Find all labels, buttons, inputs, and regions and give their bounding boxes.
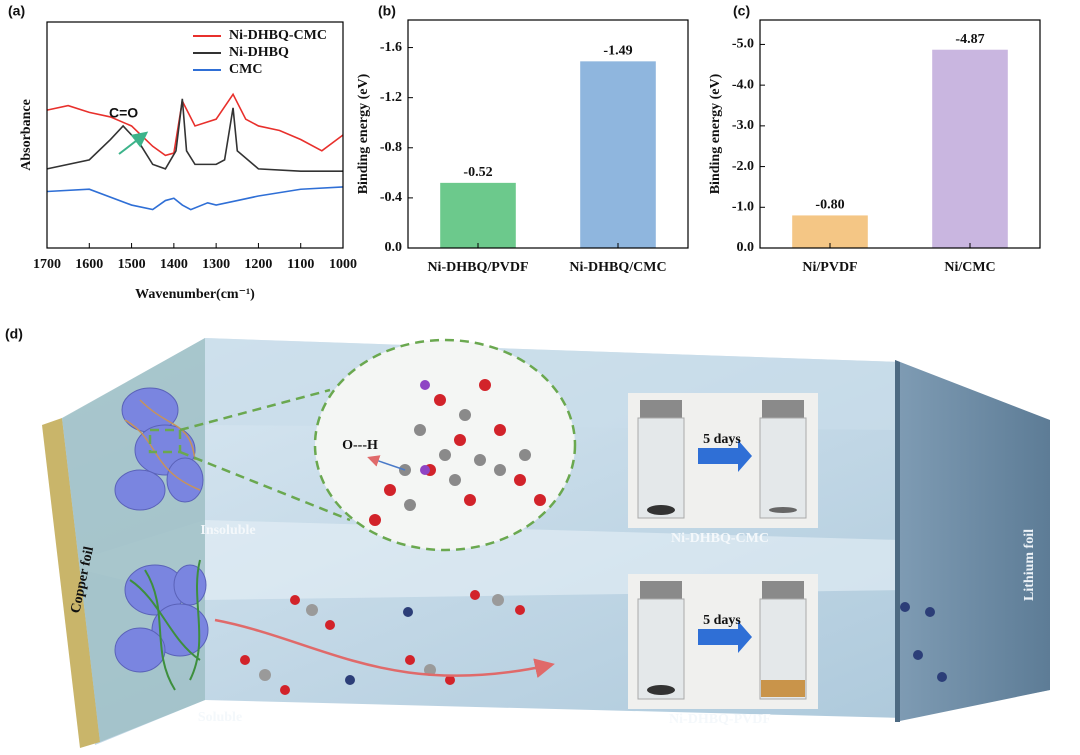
dissolution-arrow xyxy=(214,618,555,678)
lithium-edge xyxy=(895,360,900,722)
arrow-label: 5 days xyxy=(703,613,741,628)
x-tick-label: 1400 xyxy=(160,257,188,272)
y-tick-label: 0.0 xyxy=(737,240,755,255)
y-tick-label: -0.4 xyxy=(380,190,402,205)
y-tick-label: -0.8 xyxy=(380,140,402,155)
insoluble-label: Insoluble xyxy=(200,523,255,538)
x-tick-label: Ni/PVDF xyxy=(802,260,857,275)
value-label: -0.80 xyxy=(815,198,844,213)
panel-label: (c) xyxy=(733,3,750,19)
panel-label: (a) xyxy=(8,3,25,19)
bar xyxy=(580,61,656,248)
zoom-lines xyxy=(148,388,351,522)
spectrum-line xyxy=(46,186,344,211)
spectrum-line xyxy=(46,98,343,172)
x-tick-label: 1200 xyxy=(244,257,272,272)
sample-label: Ni-DHBQ-PVDF xyxy=(669,712,771,727)
x-tick-label: 1000 xyxy=(329,257,357,272)
panel-label: (b) xyxy=(378,3,396,19)
x-tick-label: Ni-DHBQ/CMC xyxy=(569,260,666,275)
y-tick-label: -1.6 xyxy=(380,40,402,55)
x-tick-label: 1600 xyxy=(75,257,103,272)
plot-frame xyxy=(46,21,344,249)
y-tick-label: -4.0 xyxy=(732,77,754,92)
plot-frame xyxy=(759,19,1041,249)
cmc-strands xyxy=(124,399,201,491)
x-tick-label: 1500 xyxy=(118,257,146,272)
arrow-label: 5 days xyxy=(703,432,741,447)
y-tick-label: -1.2 xyxy=(380,90,402,105)
y-axis-title: Binding energy (eV) xyxy=(356,73,371,194)
legend-label: Ni-DHBQ xyxy=(229,45,289,60)
bar xyxy=(932,49,1008,248)
y-tick-label: -3.0 xyxy=(732,118,754,133)
y-tick-label: -1.0 xyxy=(732,200,754,215)
x-tick-label: 1300 xyxy=(202,257,230,272)
binder-strands xyxy=(129,559,201,691)
plot-frame xyxy=(407,19,689,249)
x-tick-label: Ni-DHBQ/PVDF xyxy=(427,260,528,275)
x-tick-label: Ni/CMC xyxy=(944,260,995,275)
x-tick-label: 1700 xyxy=(33,257,61,272)
y-tick-label: -2.0 xyxy=(732,159,754,174)
dissolved-molecules xyxy=(240,590,947,695)
x-tick-label: 1100 xyxy=(287,257,314,272)
lithium-label: Lithium foil xyxy=(1022,529,1037,601)
spectrum-line xyxy=(46,92,344,157)
y-tick-label: 0.0 xyxy=(385,240,403,255)
value-label: -0.52 xyxy=(463,165,492,180)
x-axis-title: Wavenumber(cm⁻¹) xyxy=(135,287,255,302)
copper-edge xyxy=(42,418,100,748)
diagram: (d) Copper foil Lithium foil Insoluble S… xyxy=(5,326,1050,748)
legend-label: Ni-DHBQ-CMC xyxy=(229,28,327,43)
molecule-zoom xyxy=(367,379,546,526)
y-tick-label: -5.0 xyxy=(732,37,754,52)
annotation: C=O xyxy=(109,105,138,121)
soluble-label: Soluble xyxy=(198,710,242,725)
bar xyxy=(792,215,868,248)
y-axis-title: Absorbance xyxy=(19,99,34,171)
panel-label: (d) xyxy=(5,326,23,342)
legend-label: CMC xyxy=(229,62,262,77)
y-axis-title: Binding energy (eV) xyxy=(708,73,723,194)
sample-label: Ni-DHBQ-CMC xyxy=(671,531,769,546)
zoom-circle xyxy=(313,338,577,552)
bond-label: O---H xyxy=(342,438,378,453)
value-label: -1.49 xyxy=(603,44,632,59)
value-label: -4.87 xyxy=(955,32,984,47)
bar xyxy=(440,182,516,248)
annotation-arrow xyxy=(118,131,149,155)
photo-bottom xyxy=(628,574,818,709)
photo-top xyxy=(628,393,818,528)
lithium-foil xyxy=(895,360,1050,722)
